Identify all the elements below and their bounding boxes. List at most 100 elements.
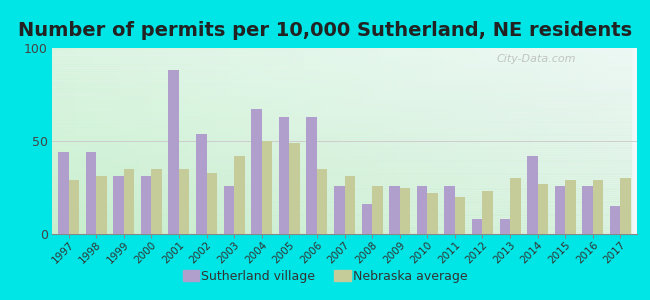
Bar	[610, 206, 621, 234]
Bar	[561, 48, 567, 234]
Bar	[279, 117, 289, 234]
Bar	[52, 130, 632, 132]
Bar	[233, 48, 239, 234]
Bar	[334, 186, 345, 234]
Bar	[361, 204, 372, 234]
Bar	[52, 193, 632, 195]
Bar	[146, 48, 151, 234]
Bar	[52, 202, 632, 204]
Bar	[52, 230, 632, 232]
Bar	[52, 210, 632, 212]
Bar	[289, 143, 300, 234]
Bar	[262, 141, 272, 234]
Bar	[52, 232, 632, 234]
Bar	[497, 48, 502, 234]
Bar	[151, 169, 162, 234]
Bar	[309, 48, 315, 234]
Bar	[462, 48, 467, 234]
Bar	[344, 176, 355, 234]
Bar	[198, 48, 204, 234]
Bar	[631, 48, 637, 234]
Bar	[81, 48, 87, 234]
Bar	[473, 48, 479, 234]
Bar	[397, 48, 403, 234]
Bar	[52, 134, 632, 135]
Bar	[52, 82, 632, 83]
Bar	[52, 158, 632, 160]
Bar	[315, 48, 321, 234]
Bar	[52, 80, 632, 82]
Bar	[510, 178, 521, 234]
Bar	[52, 93, 632, 94]
Bar	[409, 48, 415, 234]
Bar	[52, 160, 632, 161]
Bar	[52, 145, 632, 147]
Bar	[168, 70, 179, 234]
Bar	[52, 150, 632, 152]
Bar	[321, 48, 327, 234]
Bar	[491, 48, 497, 234]
Bar	[52, 63, 632, 65]
Bar	[52, 184, 632, 186]
Bar	[105, 48, 111, 234]
Bar	[485, 48, 491, 234]
Bar	[479, 48, 485, 234]
Bar	[52, 78, 632, 80]
Bar	[52, 135, 632, 137]
Bar	[52, 148, 632, 150]
Bar	[444, 48, 450, 234]
Bar	[52, 100, 632, 102]
Bar	[455, 197, 465, 234]
Bar	[86, 152, 96, 234]
Bar	[554, 186, 565, 234]
Bar	[52, 61, 632, 63]
Bar	[52, 215, 632, 217]
Bar	[415, 48, 421, 234]
Bar	[52, 163, 632, 165]
Bar	[52, 188, 632, 189]
Bar	[52, 96, 632, 98]
Bar	[520, 48, 526, 234]
Bar	[427, 193, 437, 234]
Bar	[602, 48, 608, 234]
Bar	[52, 83, 632, 85]
Bar	[566, 180, 576, 234]
Bar	[52, 117, 632, 119]
Bar	[52, 70, 632, 72]
Bar	[52, 132, 632, 134]
Bar	[252, 110, 262, 234]
Bar	[187, 48, 192, 234]
Bar	[163, 48, 169, 234]
Bar	[450, 48, 456, 234]
Bar	[532, 48, 538, 234]
Bar	[582, 186, 593, 234]
Bar	[52, 56, 632, 57]
Bar	[113, 176, 124, 234]
Bar	[52, 119, 632, 121]
Bar	[52, 89, 632, 91]
Bar	[52, 137, 632, 139]
Bar	[169, 48, 175, 234]
Bar	[52, 171, 632, 172]
Bar	[52, 180, 632, 182]
Bar	[467, 48, 473, 234]
Bar	[52, 52, 632, 54]
Bar	[52, 113, 632, 115]
Bar	[234, 156, 244, 234]
Bar	[391, 48, 397, 234]
Bar	[52, 186, 632, 188]
Bar	[52, 178, 632, 180]
Bar	[134, 48, 140, 234]
Bar	[52, 221, 632, 223]
Bar	[52, 121, 632, 122]
Bar	[157, 48, 163, 234]
Bar	[426, 48, 432, 234]
Bar	[482, 191, 493, 234]
Bar	[58, 152, 68, 234]
Bar	[52, 48, 632, 50]
Bar	[52, 169, 632, 171]
Bar	[175, 48, 181, 234]
Bar	[99, 48, 105, 234]
Bar	[304, 48, 309, 234]
Bar	[52, 54, 632, 56]
